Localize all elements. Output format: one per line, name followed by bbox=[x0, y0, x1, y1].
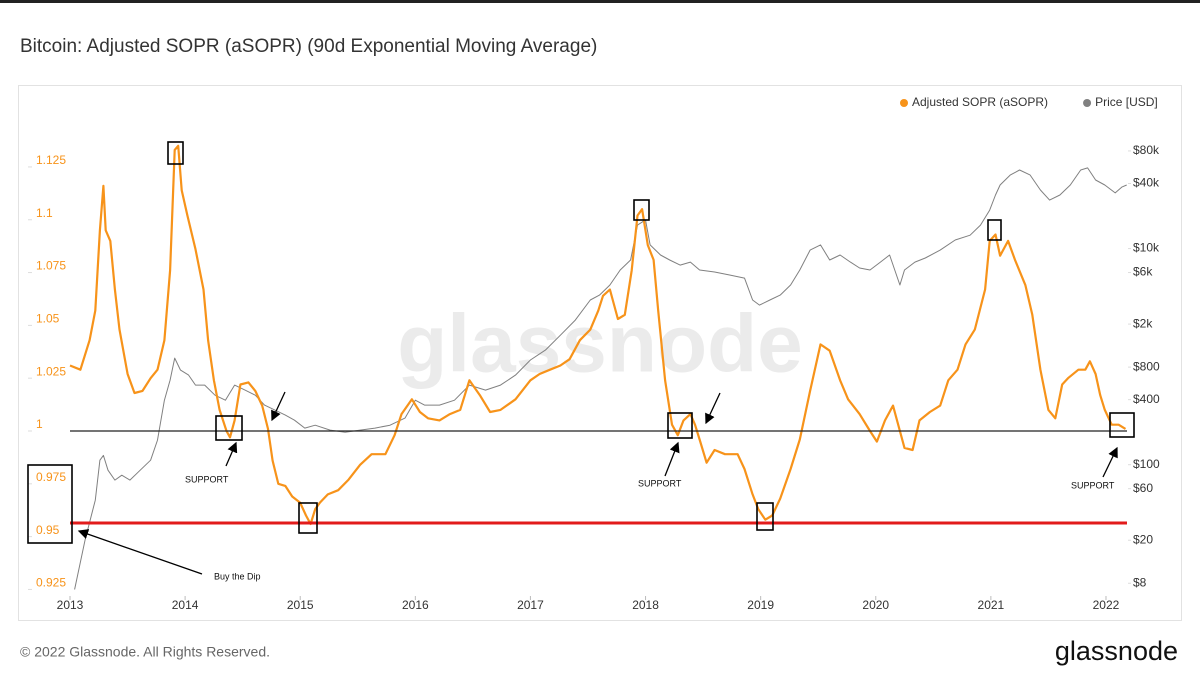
legend-label: Price [USD] bbox=[1095, 95, 1158, 109]
annotation: Buy the Dip bbox=[214, 571, 261, 581]
legend: Adjusted SOPR (aSOPR) Price [USD] bbox=[900, 95, 1158, 109]
box bbox=[27, 464, 73, 544]
y-tick-label: 1.1 bbox=[36, 206, 53, 220]
y2-tick-label: $20 bbox=[1133, 532, 1153, 546]
annotation: SUPPORT bbox=[1071, 480, 1115, 490]
chart-title: Bitcoin: Adjusted SOPR (aSOPR) (90d Expo… bbox=[20, 36, 597, 57]
y2-tick-label: $800 bbox=[1133, 359, 1160, 373]
y2-tick-label: $10k bbox=[1133, 241, 1160, 255]
x-tick-label: 2021 bbox=[978, 598, 1005, 612]
arrow bbox=[705, 392, 721, 425]
y2-tick-label: $60 bbox=[1133, 481, 1153, 495]
x-tick-label: 2013 bbox=[57, 598, 84, 612]
y-tick-label: 1.075 bbox=[36, 259, 66, 273]
brand-logo: glassnode bbox=[1055, 636, 1178, 666]
box bbox=[1109, 412, 1135, 438]
y2-tick-label: $80k bbox=[1133, 143, 1160, 157]
y-tick-label: 1.025 bbox=[36, 364, 66, 378]
box bbox=[633, 199, 650, 221]
box bbox=[987, 219, 1002, 241]
x-tick-label: 2017 bbox=[517, 598, 544, 612]
watermark: glassnode bbox=[397, 299, 803, 390]
series-line bbox=[74, 167, 1127, 590]
box bbox=[667, 412, 693, 439]
box bbox=[756, 502, 774, 531]
y-tick-label: 0.925 bbox=[36, 576, 66, 590]
series-line bbox=[69, 144, 1127, 526]
annotation: SUPPORT bbox=[185, 474, 229, 484]
y2-tick-label: $100 bbox=[1133, 457, 1160, 471]
annotations: SUPPORT SUPPORT SUPPORT Buy the Dip bbox=[185, 474, 1115, 581]
box bbox=[298, 502, 318, 534]
x-tick-label: 2018 bbox=[632, 598, 659, 612]
legend-label: Adjusted SOPR (aSOPR) bbox=[912, 95, 1048, 109]
y-tick-label: 1.125 bbox=[36, 153, 66, 167]
arrow bbox=[664, 441, 680, 477]
x-tick-label: 2020 bbox=[862, 598, 889, 612]
y-tick-label: 1.05 bbox=[36, 312, 60, 326]
top-bar bbox=[0, 0, 1200, 3]
arrow bbox=[225, 441, 238, 467]
y2-tick-label: $2k bbox=[1133, 316, 1153, 330]
highlight-boxes bbox=[27, 141, 1135, 544]
y2-tick-label: $8 bbox=[1133, 575, 1147, 589]
y-tick-label: 1 bbox=[36, 417, 43, 431]
chart-frame bbox=[18, 85, 1182, 621]
annotation: SUPPORT bbox=[638, 478, 682, 488]
arrows bbox=[77, 391, 1118, 575]
y2-tick-label: $400 bbox=[1133, 392, 1160, 406]
x-tick-label: 2014 bbox=[172, 598, 199, 612]
legend-swatch bbox=[1083, 99, 1092, 107]
arrow bbox=[1102, 446, 1118, 478]
plot: 2013 2014 2015 2016 2017 2018 2019 2020 2021 2022… bbox=[28, 143, 1160, 612]
legend-swatch bbox=[900, 99, 908, 107]
box bbox=[167, 141, 184, 165]
y-tick-label: 0.975 bbox=[36, 470, 66, 484]
x-tick-label: 2019 bbox=[747, 598, 774, 612]
arrow bbox=[77, 529, 203, 575]
x-tick-label: 2022 bbox=[1093, 598, 1120, 612]
y2-tick-label: $40k bbox=[1133, 176, 1160, 190]
y2-tick-label: $6k bbox=[1133, 265, 1153, 279]
box bbox=[215, 415, 243, 441]
footer: © 2022 Glassnode. All Rights Reserved. bbox=[20, 644, 270, 660]
arrow bbox=[271, 391, 286, 422]
y-tick-label: 0.95 bbox=[36, 523, 60, 537]
x-tick-label: 2015 bbox=[287, 598, 314, 612]
x-tick-label: 2016 bbox=[402, 598, 429, 612]
